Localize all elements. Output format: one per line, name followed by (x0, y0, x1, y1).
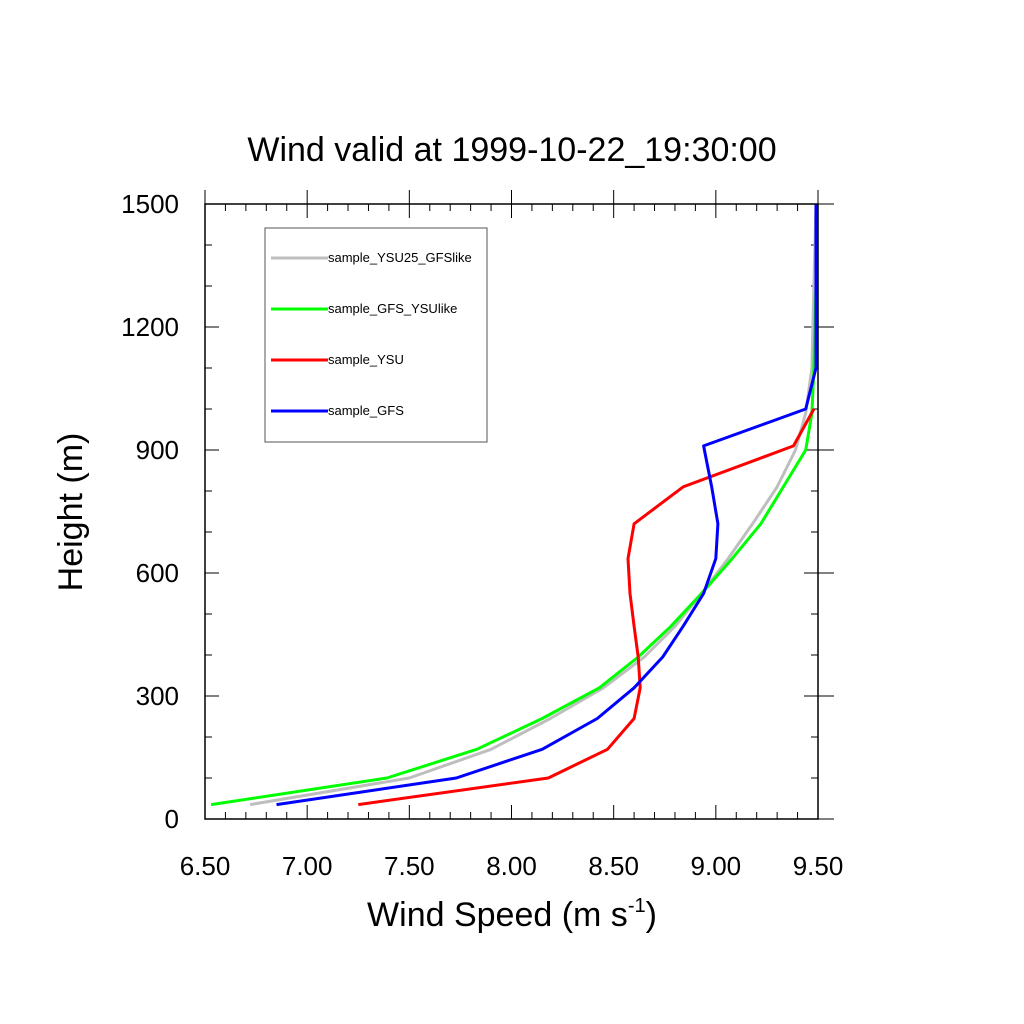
series-lines (210, 203, 818, 807)
x-tick-label: 8.00 (486, 851, 537, 881)
legend: sample_YSU25_GFSlike sample_GFS_YSUlikesa… (264, 227, 488, 443)
y-tick-label: 900 (136, 435, 179, 465)
y-tick-label: 600 (136, 558, 179, 588)
legend-label-sample_GFS: sample_GFS (328, 403, 404, 418)
x-tick-label: 9.00 (691, 851, 742, 881)
x-tick-label: 8.50 (588, 851, 639, 881)
legend-box (264, 227, 488, 443)
series-line-sample_YSU (358, 408, 816, 807)
x-axis-label-superscript: -1 (628, 895, 646, 917)
y-tick-label: 0 (165, 804, 179, 834)
y-tick-label: 1200 (121, 312, 179, 342)
legend-label-sample_YSU: sample_YSU (328, 352, 404, 367)
y-tick-label: 1500 (121, 189, 179, 219)
legend-label-sample_YSU25_GFSlike: sample_YSU25_GFSlike (328, 250, 472, 265)
tick-labels: 6.50 7.00 7.50 8.00 8.50 9.00 9.50 0 300 600 900 12… (121, 189, 843, 881)
x-axis-label: Wind Speed (m s-1) (367, 895, 657, 934)
y-tick-label: 300 (136, 681, 179, 711)
x-tick-label: 6.50 (180, 851, 231, 881)
x-axis-label-close: ) (646, 896, 657, 934)
plot-frame (204, 203, 819, 820)
x-tick-label: 7.00 (282, 851, 333, 881)
series-line-sample_GFS (276, 204, 818, 807)
chart-title: Wind valid at 1999-10-22_19:30:00 (247, 131, 776, 169)
series-line-sample_GFS_YSUlike (210, 204, 818, 807)
x-tick-label: 9.50 (793, 851, 844, 881)
x-tick-label: 7.50 (384, 851, 435, 881)
legend-label-sample_GFS_YSUlike: sample_GFS_YSUlike (328, 301, 457, 316)
x-axis-label-main: Wind Speed (m s (367, 896, 628, 934)
y-axis-label: Height (m) (52, 433, 90, 592)
